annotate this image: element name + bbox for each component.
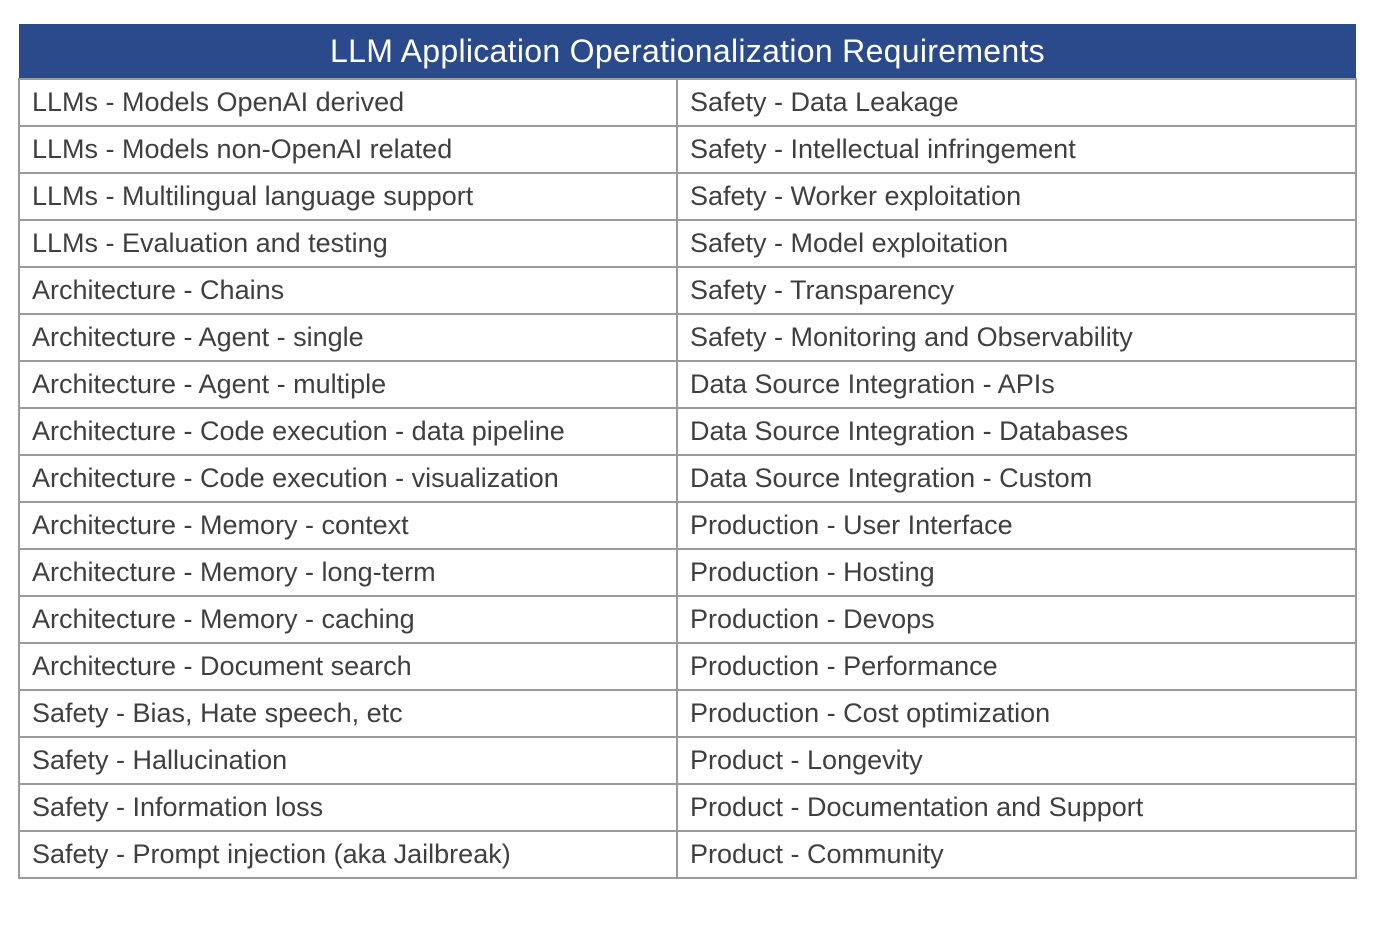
cell-right: Data Source Integration - Databases (675, 407, 1358, 456)
cell-right: Production - User Interface (675, 501, 1358, 550)
cell-right: Data Source Integration - Custom (675, 454, 1358, 503)
table-row: Safety - Information loss Product - Docum… (18, 783, 1358, 832)
cell-left: LLMs - Multilingual language support (18, 172, 678, 221)
cell-right: Safety - Monitoring and Observability (675, 313, 1358, 362)
cell-left: LLMs - Evaluation and testing (18, 219, 678, 268)
table-row: LLMs - Evaluation and testing Safety - Mo… (18, 219, 1358, 268)
cell-left: Architecture - Memory - caching (18, 595, 678, 644)
table-row: LLMs - Models OpenAI derived Safety - Dat… (18, 78, 1358, 127)
cell-left: Architecture - Memory - long-term (18, 548, 678, 597)
table-row: Architecture - Chains Safety - Transparen… (18, 266, 1358, 315)
cell-left: Safety - Hallucination (18, 736, 678, 785)
cell-left: Architecture - Code execution - visualiz… (18, 454, 678, 503)
cell-left: Safety - Prompt injection (aka Jailbreak… (18, 830, 678, 879)
table-row: Safety - Prompt injection (aka Jailbreak… (18, 830, 1358, 879)
cell-right: Production - Hosting (675, 548, 1358, 597)
table-row: LLMs - Multilingual language support Safe… (18, 172, 1358, 221)
table-title: LLM Application Operationalization Requi… (19, 24, 1357, 79)
cell-right: Product - Longevity (675, 736, 1358, 785)
table-row: Safety - Bias, Hate speech, etc Productio… (18, 689, 1358, 738)
cell-left: Safety - Bias, Hate speech, etc (18, 689, 678, 738)
table-row: Architecture - Agent - multiple Data Sour… (18, 360, 1358, 409)
cell-right: Data Source Integration - APIs (675, 360, 1358, 409)
cell-right: Production - Devops (675, 595, 1358, 644)
table-row: LLMs - Models non-OpenAI related Safety -… (18, 125, 1358, 174)
cell-left: Architecture - Memory - context (18, 501, 678, 550)
cell-right: Product - Documentation and Support (675, 783, 1358, 832)
table-row: Architecture - Code execution - visualiz… (18, 454, 1358, 503)
table-row: Architecture - Document search Production… (18, 642, 1358, 691)
cell-left: Architecture - Agent - single (18, 313, 678, 362)
table-row: Safety - Hallucination Product - Longevit… (18, 736, 1358, 785)
cell-left: Architecture - Chains (18, 266, 678, 315)
cell-left: LLMs - Models non-OpenAI related (18, 125, 678, 174)
cell-right: Safety - Worker exploitation (675, 172, 1358, 221)
table-row: Architecture - Memory - long-term Product… (18, 548, 1358, 597)
cell-left: LLMs - Models OpenAI derived (18, 78, 678, 127)
cell-left: Architecture - Document search (18, 642, 678, 691)
cell-left: Architecture - Code execution - data pip… (18, 407, 678, 456)
cell-right: Safety - Data Leakage (675, 78, 1358, 127)
cell-left: Safety - Information loss (18, 783, 678, 832)
cell-right: Safety - Transparency (675, 266, 1358, 315)
requirements-table: LLM Application Operationalization Requi… (18, 24, 1358, 879)
cell-right: Product - Community (675, 830, 1358, 879)
cell-left: Architecture - Agent - multiple (18, 360, 678, 409)
table-row: Architecture - Agent - single Safety - Mo… (18, 313, 1358, 362)
table-row: Architecture - Memory - caching Productio… (18, 595, 1358, 644)
table-header-row: LLM Application Operationalization Requi… (19, 24, 1357, 79)
cell-right: Safety - Model exploitation (675, 219, 1358, 268)
cell-right: Production - Performance (675, 642, 1358, 691)
table-body: LLMs - Models OpenAI derived Safety - Dat… (18, 78, 1358, 879)
table-row: Architecture - Code execution - data pip… (18, 407, 1358, 456)
table-row: Architecture - Memory - context Productio… (18, 501, 1358, 550)
cell-right: Production - Cost optimization (675, 689, 1358, 738)
cell-right: Safety - Intellectual infringement (675, 125, 1358, 174)
